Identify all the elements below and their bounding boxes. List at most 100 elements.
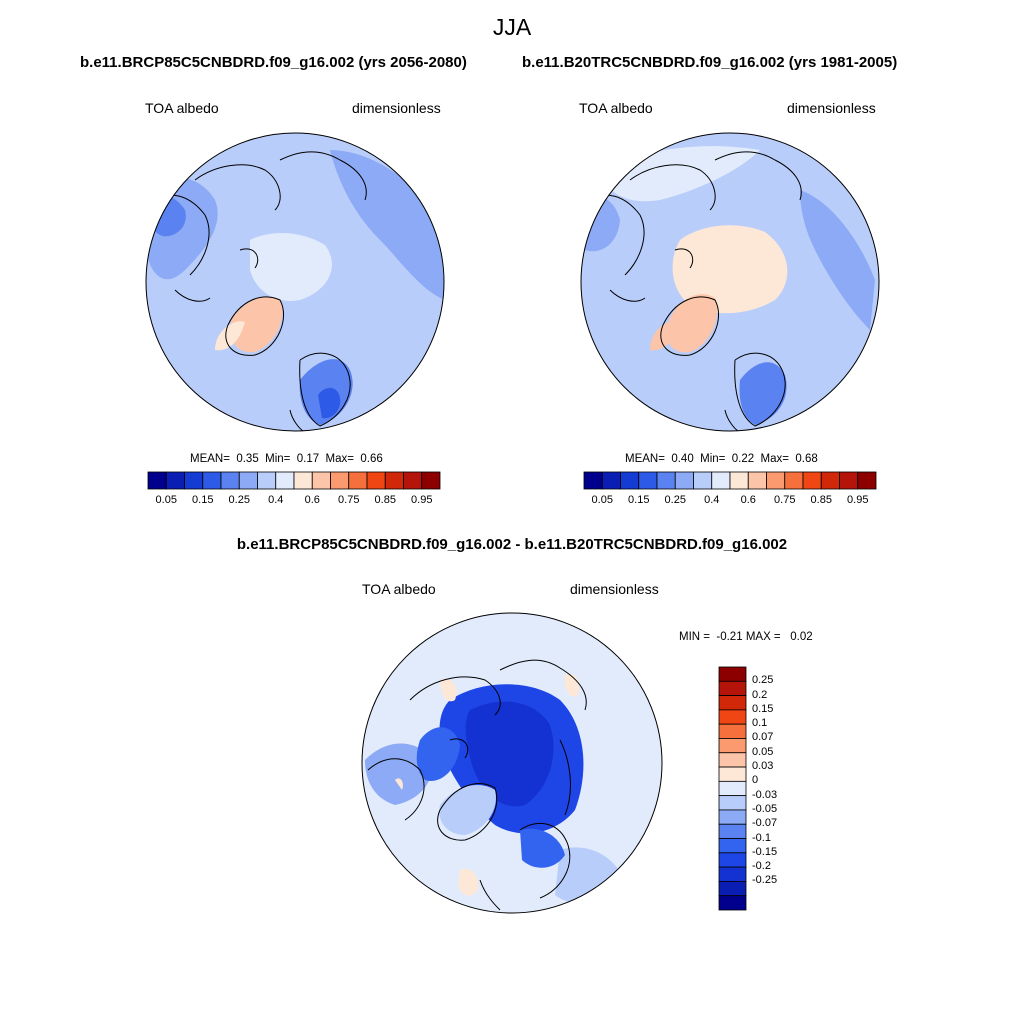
diff-field-region bbox=[395, 778, 403, 790]
diff-field-region bbox=[439, 785, 496, 835]
diff-colorbar-box bbox=[718, 738, 747, 754]
panel1-case-title: b.e11.BRCP85C5CNBDRD.f09_g16.002 (yrs 20… bbox=[80, 54, 467, 71]
panel2-stats: MEAN= 0.40 Min= 0.22 Max= 0.68 bbox=[625, 453, 818, 465]
panel2-max-label: Max= bbox=[760, 453, 789, 465]
panel1-map-border bbox=[145, 132, 445, 432]
diff-colorbar-tick-label: 0.07 bbox=[752, 731, 774, 744]
panel1-colorbar-box bbox=[238, 471, 258, 490]
panel2-colorbar-box bbox=[620, 471, 640, 490]
panel1-colorbar-box bbox=[348, 471, 368, 490]
panel1-field-region bbox=[330, 150, 444, 300]
diff-colorbar-tick-label: 0.15 bbox=[752, 702, 774, 715]
diff-colorbar-box bbox=[718, 695, 747, 711]
panel2-colorbar-box bbox=[693, 471, 713, 490]
diff-colorbar-tick-label: -0.25 bbox=[752, 874, 778, 887]
panel1-colorbar-tick-label: 0.6 bbox=[304, 494, 320, 506]
panel1-colorbar-box bbox=[165, 471, 185, 490]
panel2-colorbar-tick-label: 0.15 bbox=[628, 494, 650, 506]
diff-colorbar-tick-label: 0 bbox=[752, 774, 759, 787]
figure-title: JJA bbox=[492, 14, 532, 40]
diff-colorbar bbox=[718, 666, 747, 911]
panel2-colorbar-tick-label: 0.05 bbox=[591, 494, 613, 506]
panel2-field-region bbox=[739, 362, 787, 425]
diff-max-label: MAX = bbox=[745, 631, 781, 643]
panel2-colorbar-box bbox=[711, 471, 731, 490]
diff-colorbar-tick-label: 0.2 bbox=[752, 688, 768, 701]
panel2-field-region bbox=[650, 321, 678, 351]
panel1-mean-value: 0.35 bbox=[236, 453, 259, 465]
panel1-colorbar-box bbox=[275, 471, 295, 490]
diff-colorbar-box bbox=[718, 838, 747, 854]
diff-max-value: 0.02 bbox=[790, 631, 813, 643]
panel2-min-label: Min= bbox=[700, 453, 726, 465]
panel2-colorbar-box bbox=[583, 471, 603, 490]
diff-colorbar-tick-label: -0.15 bbox=[752, 845, 778, 858]
diff-units-label: dimensionless bbox=[570, 581, 659, 597]
panel2-colorbar-box bbox=[638, 471, 658, 490]
panel1-colorbar-box bbox=[202, 471, 222, 490]
panel1-field-region bbox=[250, 233, 332, 301]
panel2-coastlines bbox=[586, 151, 802, 431]
panel2-colorbar-tick-label: 0.6 bbox=[740, 494, 756, 506]
panel1-colorbar-box bbox=[293, 471, 313, 490]
panel1-colorbar-tick-label: 0.05 bbox=[155, 494, 177, 506]
diff-field-region bbox=[440, 678, 457, 702]
panel2-colorbar-tick-label: 0.85 bbox=[810, 494, 832, 506]
panel1-min-value: 0.17 bbox=[296, 453, 320, 465]
panel1-colorbar-box bbox=[311, 471, 331, 490]
diff-colorbar-box bbox=[718, 680, 747, 696]
panel2-colorbar-box bbox=[820, 471, 840, 490]
panel1-max-value: 0.66 bbox=[360, 453, 383, 465]
panel1-field-region bbox=[318, 387, 341, 419]
diff-map bbox=[361, 612, 663, 914]
diff-colorbar-box bbox=[718, 723, 747, 739]
diff-colorbar-tick-label: -0.07 bbox=[752, 817, 778, 830]
panel1-colorbar-box bbox=[184, 471, 204, 490]
diff-colorbar-box bbox=[718, 852, 747, 868]
panel2-colorbar-box bbox=[729, 471, 749, 490]
panel2-colorbar-box bbox=[784, 471, 804, 490]
panel1-colorbar-tick-label: 0.75 bbox=[338, 494, 360, 506]
panel2-colorbar-box bbox=[747, 471, 767, 490]
panel1-colorbar-box bbox=[147, 471, 167, 490]
panel2-units-label: dimensionless bbox=[787, 100, 876, 116]
panel1-min-label: Min= bbox=[265, 453, 291, 465]
panel1-colorbar-tick-label: 0.25 bbox=[228, 494, 250, 506]
diff-colorbar-box bbox=[718, 809, 747, 825]
diff-colorbar-box bbox=[718, 780, 747, 797]
panel1-colorbar-box bbox=[421, 471, 441, 490]
diff-colorbar-box bbox=[718, 709, 747, 725]
panel1-colorbar-tick-label: 0.85 bbox=[374, 494, 396, 506]
panel2-colorbar-tick-label: 0.95 bbox=[847, 494, 869, 506]
diff-colorbar-tick-label: 0.05 bbox=[752, 745, 774, 758]
panel2-colorbar bbox=[583, 471, 877, 490]
diff-colorbar-tick-label: -0.2 bbox=[752, 860, 771, 873]
panel1-colorbar-box bbox=[330, 471, 350, 490]
panel2-colorbar-box bbox=[656, 471, 676, 490]
diff-colorbar-tick-label: 0.25 bbox=[752, 674, 774, 687]
panel2-colorbar-box bbox=[839, 471, 859, 490]
diff-min-value: -0.21 bbox=[716, 631, 743, 643]
panel1-field-region bbox=[230, 296, 283, 353]
panel2-colorbar-box bbox=[601, 471, 621, 490]
diff-colorbar-tick-label: 0.03 bbox=[752, 760, 774, 773]
panel1-colorbar-box bbox=[220, 471, 240, 490]
panel1-stats: MEAN= 0.35 Min= 0.17 Max= 0.66 bbox=[190, 453, 383, 465]
panel2-min-value: 0.22 bbox=[731, 453, 755, 465]
diff-title: b.e11.BRCP85C5CNBDRD.f09_g16.002 - b.e11… bbox=[236, 536, 788, 553]
diff-colorbar-box bbox=[718, 666, 747, 682]
panel2-colorbar-box bbox=[857, 471, 877, 490]
panel2-colorbar-box bbox=[766, 471, 786, 490]
diff-field-region bbox=[416, 727, 460, 781]
diff-colorbar-box bbox=[718, 823, 747, 839]
panel1-colorbar-tick-label: 0.15 bbox=[192, 494, 214, 506]
diff-field-region bbox=[458, 868, 479, 896]
diff-colorbar-box bbox=[718, 795, 747, 811]
panel1-colorbar-tick-label: 0.95 bbox=[411, 494, 433, 506]
panel1-colorbar-box bbox=[384, 471, 404, 490]
panel1-colorbar bbox=[147, 471, 441, 490]
diff-field-region bbox=[365, 743, 432, 805]
diff-stats: MIN = -0.21 MAX = 0.02 bbox=[679, 631, 813, 643]
panel1-colorbar-box bbox=[403, 471, 423, 490]
